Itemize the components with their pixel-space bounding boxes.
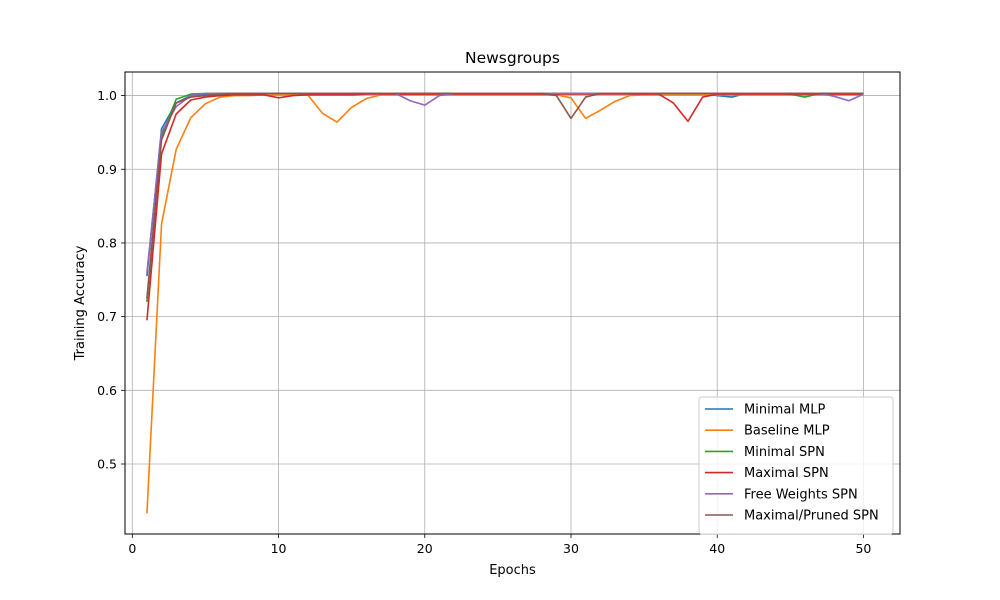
legend-label: Minimal SPN [744, 445, 825, 460]
axis-ticks: 0 10 20 30 40 50 0.5 0.6 0.7 0.8 0.9 1.0 [97, 88, 871, 556]
y-tick-label: 0.9 [97, 162, 117, 177]
x-tick-label: 0 [128, 541, 136, 556]
plot-frame [124, 71, 901, 535]
x-tick-label: 20 [417, 541, 433, 556]
legend-label: Maximal/Pruned SPN [744, 509, 879, 524]
x-tick-label: 50 [855, 541, 871, 556]
y-axis-label: Training Accuracy [73, 245, 88, 361]
x-axis-label: Epochs [489, 563, 536, 578]
y-tick-label: 0.6 [97, 383, 117, 398]
legend-label: Minimal MLP [744, 403, 826, 418]
x-tick-label: 40 [709, 541, 725, 556]
series-lines [146, 92, 864, 514]
x-tick-label: 30 [563, 541, 579, 556]
legend-label: Free Weights SPN [744, 487, 858, 502]
y-tick-label: 1.0 [97, 88, 117, 103]
legend: Minimal MLP Baseline MLP Minimal SPN Maxima… [698, 396, 894, 535]
series-line-maximal-pruned-spn [146, 92, 864, 299]
legend-box [698, 396, 894, 535]
y-tick-label: 0.8 [97, 235, 117, 250]
legend-label: Maximal SPN [744, 466, 829, 481]
y-tick-label: 0.5 [97, 457, 117, 472]
chart-title: Newsgroups [465, 49, 560, 67]
x-tick-label: 10 [271, 541, 287, 556]
y-tick-label: 0.7 [97, 309, 117, 324]
legend-label: Baseline MLP [744, 424, 830, 439]
